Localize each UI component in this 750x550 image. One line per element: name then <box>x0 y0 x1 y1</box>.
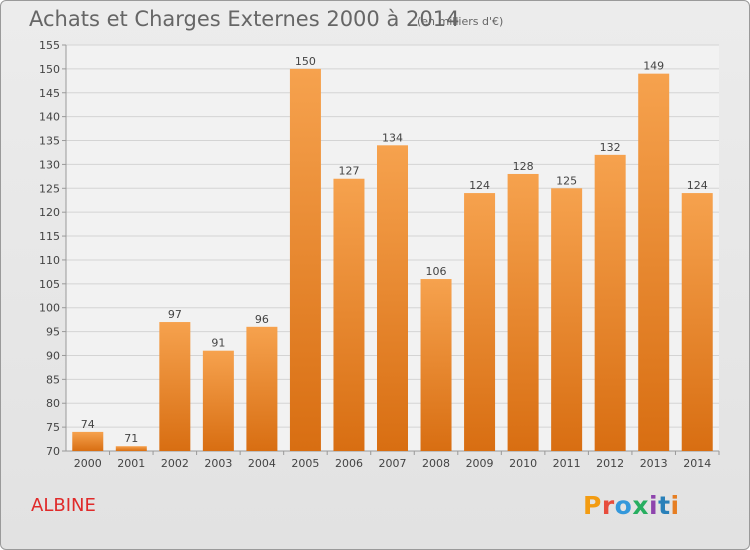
logo-letter: P <box>583 491 602 520</box>
proxiti-logo: Proxiti <box>583 491 680 520</box>
data-label: 106 <box>426 265 447 278</box>
bar-2004 <box>246 326 278 451</box>
logo-letter: t <box>658 491 671 520</box>
bar-2008 <box>420 279 452 451</box>
data-label: 74 <box>81 418 95 431</box>
y-tick-label: 125 <box>39 182 60 195</box>
y-tick-label: 100 <box>39 302 60 315</box>
bar-2013 <box>638 73 670 452</box>
y-tick-label: 95 <box>46 326 60 339</box>
x-tick-label: 2013 <box>640 457 668 470</box>
bar-2000 <box>72 431 104 451</box>
logo-letter: i <box>649 491 659 520</box>
data-label: 96 <box>255 313 269 326</box>
bar-2007 <box>377 145 408 451</box>
data-label: 150 <box>295 55 316 68</box>
y-tick-label: 90 <box>46 349 60 362</box>
x-tick-label: 2002 <box>161 457 189 470</box>
data-label: 134 <box>382 131 403 144</box>
data-label: 124 <box>687 179 708 192</box>
x-tick-label: 2010 <box>509 457 537 470</box>
y-tick-label: 70 <box>46 445 60 458</box>
bar-2006 <box>333 178 365 451</box>
bar-2010 <box>507 173 539 451</box>
x-tick-label: 2009 <box>466 457 494 470</box>
y-tick-label: 150 <box>39 63 60 76</box>
data-label: 127 <box>338 165 359 178</box>
bar-2002 <box>159 322 191 451</box>
x-tick-label: 2011 <box>553 457 581 470</box>
plot-area: 70 75 80 85 90 95 100 105 110 115 120 125 130 135 140 1… <box>39 39 720 470</box>
data-label: 97 <box>168 308 182 321</box>
y-tick-label: 75 <box>46 421 60 434</box>
logo-letter: o <box>614 491 633 520</box>
x-tick-label: 2008 <box>422 457 450 470</box>
bar-2001 <box>115 446 147 451</box>
x-tick-label: 2012 <box>596 457 624 470</box>
y-tick-label: 115 <box>39 230 60 243</box>
y-tick-label: 155 <box>39 39 60 52</box>
logo-letter: x <box>632 491 649 520</box>
chart-unit: (en milliers d'€) <box>417 15 504 28</box>
data-label: 128 <box>513 160 534 173</box>
bar-2011 <box>551 188 583 451</box>
x-tick-label: 2004 <box>248 457 276 470</box>
y-tick-label: 145 <box>39 87 60 100</box>
data-label: 125 <box>556 174 577 187</box>
bar-2012 <box>594 154 626 451</box>
data-label: 91 <box>211 337 225 350</box>
y-tick-label: 120 <box>39 206 60 219</box>
bar-2014 <box>681 193 713 451</box>
y-tick-label: 85 <box>46 373 60 386</box>
commune-name: ALBINE <box>31 495 96 516</box>
chart-title: Achats et Charges Externes 2000 à 2014 <box>29 7 460 31</box>
y-tick-label: 80 <box>46 397 60 410</box>
bar-2005 <box>289 68 321 451</box>
bar-2003 <box>202 350 234 451</box>
data-label: 124 <box>469 179 490 192</box>
bar-2009 <box>464 193 496 451</box>
data-label: 132 <box>600 141 621 154</box>
x-tick-label: 2003 <box>204 457 232 470</box>
x-tick-label: 2005 <box>291 457 319 470</box>
x-tick-label: 2006 <box>335 457 363 470</box>
data-label: 71 <box>124 432 138 445</box>
x-tick-label: 2001 <box>117 457 145 470</box>
x-tick-label: 2007 <box>379 457 407 470</box>
y-tick-label: 105 <box>39 278 60 291</box>
y-tick-label: 140 <box>39 111 60 124</box>
data-label: 149 <box>643 60 664 73</box>
logo-letter: i <box>670 491 680 520</box>
x-tick-label: 2014 <box>683 457 711 470</box>
y-tick-label: 135 <box>39 135 60 148</box>
y-tick-label: 130 <box>39 158 60 171</box>
x-tick-label: 2000 <box>74 457 102 470</box>
logo-letter: r <box>601 491 615 520</box>
y-tick-label: 110 <box>39 254 60 267</box>
